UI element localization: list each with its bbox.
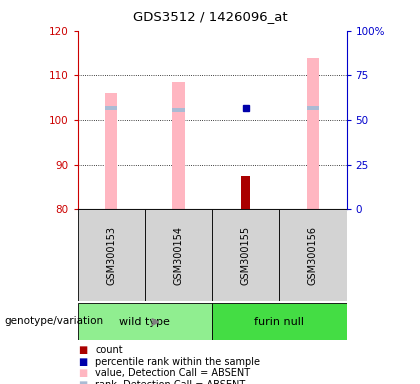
Text: count: count <box>95 345 123 355</box>
Bar <box>105 106 117 110</box>
Text: rank, Detection Call = ABSENT: rank, Detection Call = ABSENT <box>95 380 246 384</box>
Bar <box>241 176 250 209</box>
Bar <box>212 303 346 340</box>
Text: GSM300153: GSM300153 <box>106 226 116 285</box>
Bar <box>307 106 319 110</box>
Text: genotype/variation: genotype/variation <box>4 316 103 326</box>
Bar <box>173 108 184 112</box>
Bar <box>173 82 184 209</box>
Bar <box>145 209 212 301</box>
Text: ■: ■ <box>78 380 87 384</box>
Text: value, Detection Call = ABSENT: value, Detection Call = ABSENT <box>95 368 250 378</box>
Bar <box>279 209 346 301</box>
Text: wild type: wild type <box>119 316 171 327</box>
Text: GSM300156: GSM300156 <box>308 226 318 285</box>
Text: ■: ■ <box>78 345 87 355</box>
Text: GDS3512 / 1426096_at: GDS3512 / 1426096_at <box>133 10 287 23</box>
Text: furin null: furin null <box>254 316 304 327</box>
Text: GSM300155: GSM300155 <box>241 226 251 285</box>
Text: percentile rank within the sample: percentile rank within the sample <box>95 357 260 367</box>
Text: ■: ■ <box>78 368 87 378</box>
Bar <box>307 58 319 209</box>
Bar <box>105 93 117 209</box>
Bar <box>78 303 212 340</box>
Bar <box>212 209 279 301</box>
Bar <box>78 209 145 301</box>
Text: GSM300154: GSM300154 <box>173 226 184 285</box>
Text: ■: ■ <box>78 357 87 367</box>
